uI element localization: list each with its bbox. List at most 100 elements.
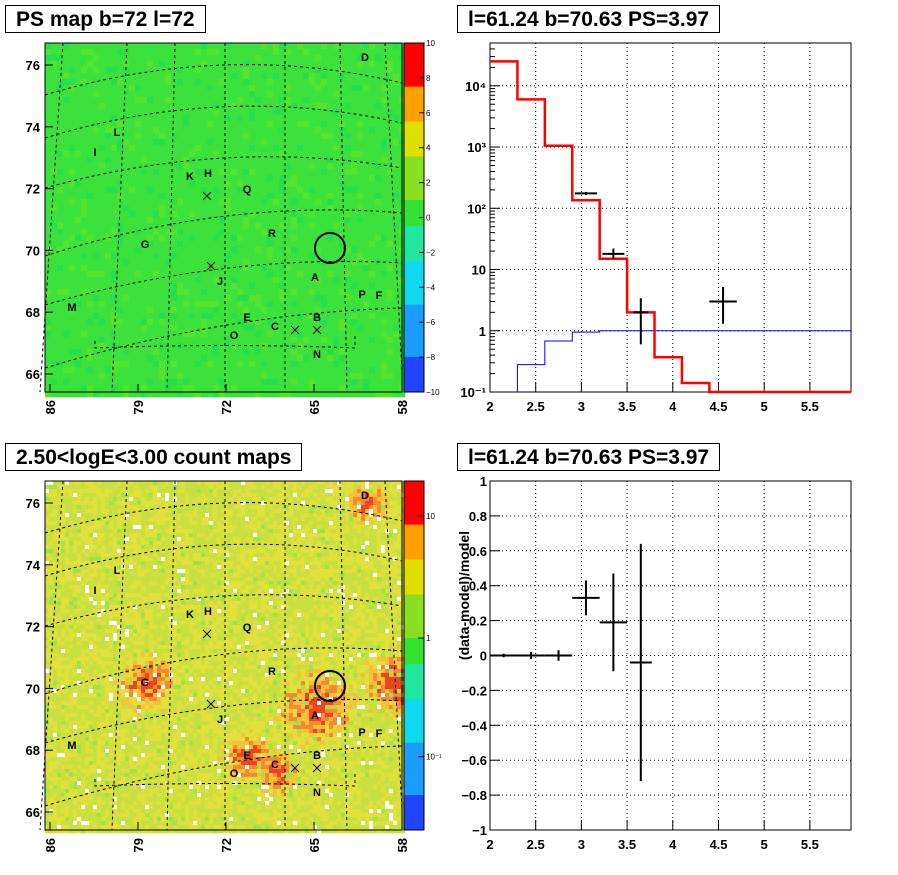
- map-pixel: [273, 501, 278, 506]
- map-pixel: [333, 373, 340, 380]
- map-pixel: [267, 145, 274, 152]
- map-pixel: [285, 175, 292, 182]
- map-pixel: [117, 313, 124, 320]
- map-pixel: [267, 319, 274, 326]
- map-pixel: [321, 217, 328, 224]
- map-pixel: [177, 379, 184, 386]
- map-pixel: [51, 307, 58, 314]
- map-pixel: [225, 367, 232, 374]
- map-pixel: [111, 337, 118, 344]
- map-pixel: [75, 331, 82, 338]
- map-pixel: [81, 509, 86, 514]
- map-pixel: [65, 509, 70, 514]
- map-pixel: [385, 481, 390, 486]
- map-pixel: [189, 235, 196, 242]
- map-pixel: [315, 97, 322, 104]
- map-pixel: [99, 217, 106, 224]
- map-pixel: [181, 509, 186, 514]
- map-pixel: [185, 509, 190, 514]
- map-pixel: [245, 513, 250, 518]
- map-pixel: [267, 379, 274, 386]
- map-pixel: [171, 43, 178, 50]
- map-pixel: [345, 513, 350, 518]
- map-pixel: [357, 127, 364, 134]
- map-pixel: [149, 485, 154, 490]
- map-pixel: [243, 301, 250, 308]
- map-pixel: [51, 259, 58, 266]
- map-pixel: [81, 241, 88, 248]
- map-pixel: [201, 307, 208, 314]
- map-pixel: [87, 277, 94, 284]
- map-pixel: [273, 55, 280, 62]
- map-pixel: [51, 349, 58, 356]
- map-pixel: [93, 265, 100, 272]
- map-pixel: [117, 43, 124, 50]
- map-pixel: [325, 529, 330, 534]
- map-pixel: [321, 513, 326, 518]
- map-pixel: [255, 391, 262, 398]
- map-pixel: [373, 481, 378, 486]
- map-pixel: [309, 229, 316, 236]
- map-pixel: [207, 115, 214, 122]
- map-pixel: [147, 367, 154, 374]
- map-pixel: [351, 43, 358, 50]
- map-pixel: [51, 193, 58, 200]
- map-pixel: [45, 525, 50, 530]
- map-pixel: [249, 525, 254, 530]
- map-pixel: [351, 139, 358, 146]
- map-pixel: [289, 517, 294, 522]
- map-pixel: [111, 43, 118, 50]
- map-pixel: [105, 361, 112, 368]
- map-pixel: [353, 497, 358, 502]
- map-pixel: [329, 497, 334, 502]
- map-pixel: [231, 61, 238, 68]
- map-pixel: [309, 97, 316, 104]
- map-pixel: [65, 521, 70, 526]
- map-pixel: [57, 385, 64, 392]
- map-pixel: [147, 265, 154, 272]
- map-pixel: [153, 271, 160, 278]
- graticule-longitude: [39, 42, 64, 393]
- map-pixel: [93, 211, 100, 218]
- map-pixel: [309, 373, 316, 380]
- map-pixel: [165, 55, 172, 62]
- map-pixel: [267, 349, 274, 356]
- map-pixel: [369, 283, 376, 290]
- map-pixel: [145, 521, 150, 526]
- map-pixel: [365, 521, 370, 526]
- map-pixel: [393, 319, 400, 326]
- map-pixel: [81, 367, 88, 374]
- map-pixel: [345, 199, 352, 206]
- map-pixel: [303, 217, 310, 224]
- map-pixel: [171, 115, 178, 122]
- map-pixel: [321, 525, 326, 530]
- map-pixel: [117, 361, 124, 368]
- map-pixel: [321, 529, 326, 534]
- map-pixel: [249, 307, 256, 314]
- map-pixel: [369, 115, 376, 122]
- map-pixel: [99, 181, 106, 188]
- map-pixel: [69, 313, 76, 320]
- map-pixel: [219, 265, 226, 272]
- map-pixel: [213, 355, 220, 362]
- map-pixel: [363, 103, 370, 110]
- map-pixel: [105, 103, 112, 110]
- map-pixel: [89, 521, 94, 526]
- map-pixel: [117, 337, 124, 344]
- map-pixel: [177, 43, 184, 50]
- map-pixel: [255, 331, 262, 338]
- map-pixel: [291, 103, 298, 110]
- map-pixel: [213, 151, 220, 158]
- map-pixel: [333, 337, 340, 344]
- map-pixel: [189, 175, 196, 182]
- map-pixel: [141, 501, 146, 506]
- map-pixel: [49, 505, 54, 510]
- map-pixel: [249, 283, 256, 290]
- map-pixel: [345, 163, 352, 170]
- map-pixel: [165, 485, 170, 490]
- map-pixel: [189, 115, 196, 122]
- map-pixel: [363, 301, 370, 308]
- map-pixel: [69, 349, 76, 356]
- map-pixel: [99, 247, 106, 254]
- map-pixel: [117, 181, 124, 188]
